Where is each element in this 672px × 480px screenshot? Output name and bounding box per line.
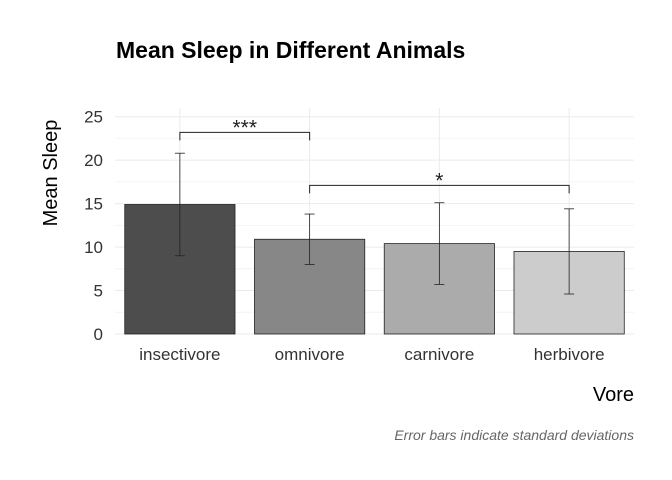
significance-label: * [435,169,443,192]
bars [124,204,625,335]
significance-bracket [179,131,311,141]
error-bar-carnivore [434,202,445,285]
x-tick-label: carnivore [404,345,474,364]
y-tick-label: 20 [84,151,103,170]
y-tick-label: 5 [94,282,103,301]
error-bars [174,152,575,295]
significance-label: *** [232,116,257,139]
chart-caption: Error bars indicate standard deviations [394,427,634,443]
error-bar-herbivore [564,208,575,295]
y-axis-ticks: 0 5 10 15 20 25 [84,108,103,344]
significance-brackets: **** [179,116,570,194]
x-tick-label: insectivore [139,345,220,364]
y-tick-label: 10 [84,238,103,257]
y-tick-label: 25 [84,108,103,127]
x-tick-label: omnivore [275,345,345,364]
x-axis-title: Vore [593,384,634,406]
error-bar-omnivore [304,213,315,265]
chart-title: Mean Sleep in Different Animals [116,37,465,63]
error-bar-insectivore [174,152,185,257]
y-tick-label: 15 [84,195,103,214]
y-tick-label: 0 [94,325,103,344]
y-axis-title: Mean Sleep [40,120,62,227]
significance-bracket [309,184,570,194]
x-axis-ticks: insectivore omnivore carnivore herbivore [139,345,604,364]
x-tick-label: herbivore [534,345,605,364]
